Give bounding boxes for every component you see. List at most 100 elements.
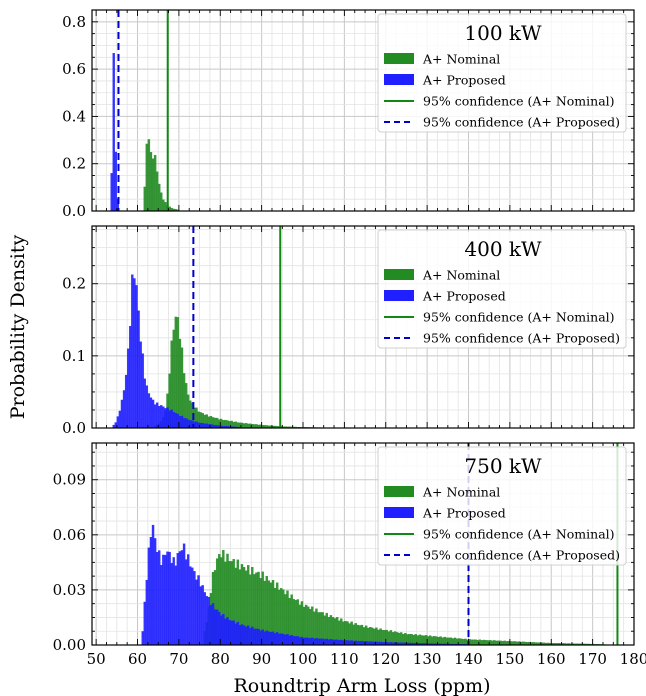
- histogram-bar: [350, 640, 353, 645]
- panel-2: 0.0 0.1 0.2 400 kW A+ Nominal A+ Proposed 95% …: [62, 225, 635, 437]
- histogram-bar: [453, 637, 457, 645]
- series-a-proposed: [110, 53, 120, 211]
- histogram-bar: [201, 585, 204, 645]
- histogram-bar: [124, 374, 128, 428]
- legend-swatch: [384, 290, 414, 301]
- histogram-bar: [195, 421, 198, 428]
- series-a-proposed: [141, 524, 469, 645]
- histogram-bar: [182, 418, 186, 428]
- histogram-bar: [296, 636, 300, 645]
- histogram-bar: [114, 151, 117, 211]
- x-tick-label: 130: [413, 650, 442, 668]
- ticks: [92, 443, 635, 646]
- histogram-bar: [348, 640, 351, 645]
- histogram-bar: [294, 636, 297, 645]
- histogram-bar: [120, 399, 124, 428]
- histogram-bar: [162, 554, 165, 645]
- histogram-bar: [164, 554, 167, 645]
- histogram-bar: [184, 418, 188, 428]
- y-tick-label: 0.1: [62, 347, 86, 365]
- histogram-bar: [153, 538, 157, 645]
- histogram-bar: [325, 638, 328, 645]
- histograms: [141, 524, 618, 645]
- histogram-bar: [242, 423, 246, 428]
- histogram-bar: [174, 316, 177, 428]
- histogram-bar: [230, 620, 233, 645]
- y-tick-label: 0.4: [62, 107, 86, 125]
- histogram-bar: [191, 567, 194, 645]
- histogram-bar: [335, 639, 339, 645]
- panel-1: 0.0 0.2 0.4 0.6 0.8 100 kW A+ Nominal A+ Propos…: [62, 9, 635, 220]
- histogram-bar: [462, 639, 465, 645]
- histogram-bar: [174, 565, 177, 645]
- series-a-nominal: [143, 139, 180, 211]
- histograms: [112, 274, 345, 428]
- x-tick-label: 70: [169, 650, 188, 668]
- histogram-bar: [149, 537, 153, 645]
- histogram-bar: [263, 631, 266, 645]
- histogram-bar: [215, 609, 219, 645]
- legend-swatch: [384, 74, 414, 85]
- y-tick-label: 0.2: [62, 155, 86, 173]
- histogram-bar: [203, 592, 206, 645]
- histogram-bar: [162, 406, 165, 428]
- histogram-bar: [317, 638, 320, 645]
- legend-box: [377, 13, 627, 133]
- histogram-bar: [205, 423, 208, 428]
- axes-frame: [91, 225, 635, 429]
- histogram-bar: [110, 173, 113, 211]
- histogram-bar: [141, 631, 144, 645]
- x-tick-label: 140: [454, 650, 483, 668]
- legend-label: 95% confidence (A+ Proposed): [423, 331, 620, 346]
- histogram-bar: [193, 571, 196, 645]
- x-tick-label: 90: [252, 650, 271, 668]
- histogram-bar: [472, 639, 475, 645]
- histogram-bar: [222, 614, 225, 645]
- histogram-bar: [464, 638, 467, 645]
- ticks: [92, 9, 635, 212]
- histogram-bar: [151, 158, 155, 211]
- histogram-bar: [203, 423, 206, 428]
- histogram-bar: [178, 551, 182, 645]
- y-tick-label: 0.0: [62, 202, 86, 220]
- histogram-bar: [176, 317, 180, 428]
- ticks: [92, 226, 635, 429]
- histogram-bar: [145, 579, 149, 645]
- histogram-bar: [166, 551, 169, 645]
- histogram-bar: [170, 409, 173, 428]
- legend-label: 95% confidence (A+ Nominal): [423, 527, 615, 542]
- histogram-bar: [197, 575, 200, 645]
- histogram-bar: [201, 423, 204, 428]
- histogram-bar: [135, 285, 138, 428]
- histogram-bar: [273, 633, 277, 645]
- histogram-bar: [484, 640, 488, 645]
- histogram-bar: [141, 353, 144, 428]
- histogram-bar: [493, 640, 496, 645]
- histogram-bar: [319, 638, 322, 645]
- figure-xlabel: Roundtrip Arm Loss (ppm): [233, 675, 490, 696]
- histogram-bar: [153, 404, 157, 428]
- histograms: [110, 53, 180, 211]
- histogram-bar: [155, 402, 159, 428]
- y-tick-label: 0.0: [62, 419, 86, 437]
- legend-box: [377, 229, 627, 349]
- legend-label: A+ Nominal: [422, 485, 500, 500]
- histogram-bar: [143, 378, 146, 428]
- legend-label: 95% confidence (A+ Nominal): [423, 310, 615, 325]
- histogram-bar: [147, 393, 151, 428]
- histogram-bar: [118, 410, 122, 428]
- histogram-bar: [240, 624, 244, 645]
- histogram-bar: [160, 564, 163, 645]
- histogram-bar: [491, 640, 494, 645]
- x-tick-label: 150: [496, 650, 525, 668]
- histogram-bar: [127, 348, 130, 428]
- histogram-bar: [149, 152, 153, 211]
- histogram-bar: [147, 547, 151, 645]
- histogram-bar: [195, 579, 198, 645]
- panel-title: 400 kW: [464, 237, 542, 261]
- histogram-bar: [232, 620, 235, 645]
- histogram-bar: [153, 155, 157, 211]
- histogram-bar: [346, 640, 349, 645]
- histogram-bar: [267, 631, 271, 645]
